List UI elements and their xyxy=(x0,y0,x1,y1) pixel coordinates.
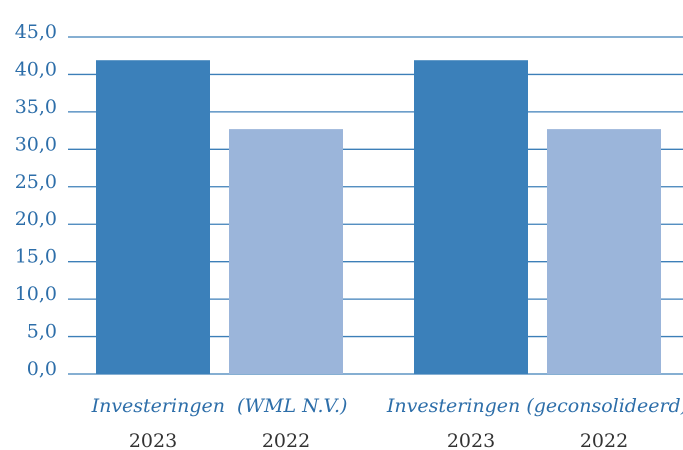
bar xyxy=(414,60,528,375)
y-tick-label: 0,0 xyxy=(27,358,57,380)
y-tick-label: 10,0 xyxy=(15,283,57,305)
series-label: 2022 xyxy=(262,430,310,450)
series-label: 2023 xyxy=(447,430,495,450)
y-tick-label: 15,0 xyxy=(15,246,57,268)
series-label: 2022 xyxy=(580,430,628,450)
y-tick-label: 35,0 xyxy=(15,96,57,118)
y-tick-label: 5,0 xyxy=(27,321,57,343)
bar xyxy=(547,129,661,374)
bar xyxy=(96,60,210,375)
y-tick-label: 30,0 xyxy=(15,133,57,155)
bar xyxy=(229,129,343,374)
y-tick-label: 45,0 xyxy=(15,21,57,43)
series-label: 2023 xyxy=(129,430,177,450)
y-tick-label: 25,0 xyxy=(15,171,57,193)
y-tick-label: 40,0 xyxy=(15,58,57,80)
y-tick-label: 20,0 xyxy=(15,208,57,230)
x-category-label: Investeringen (WML N.V.) xyxy=(91,395,348,417)
x-category-label: Investeringen (geconsolideerd) xyxy=(386,395,683,417)
